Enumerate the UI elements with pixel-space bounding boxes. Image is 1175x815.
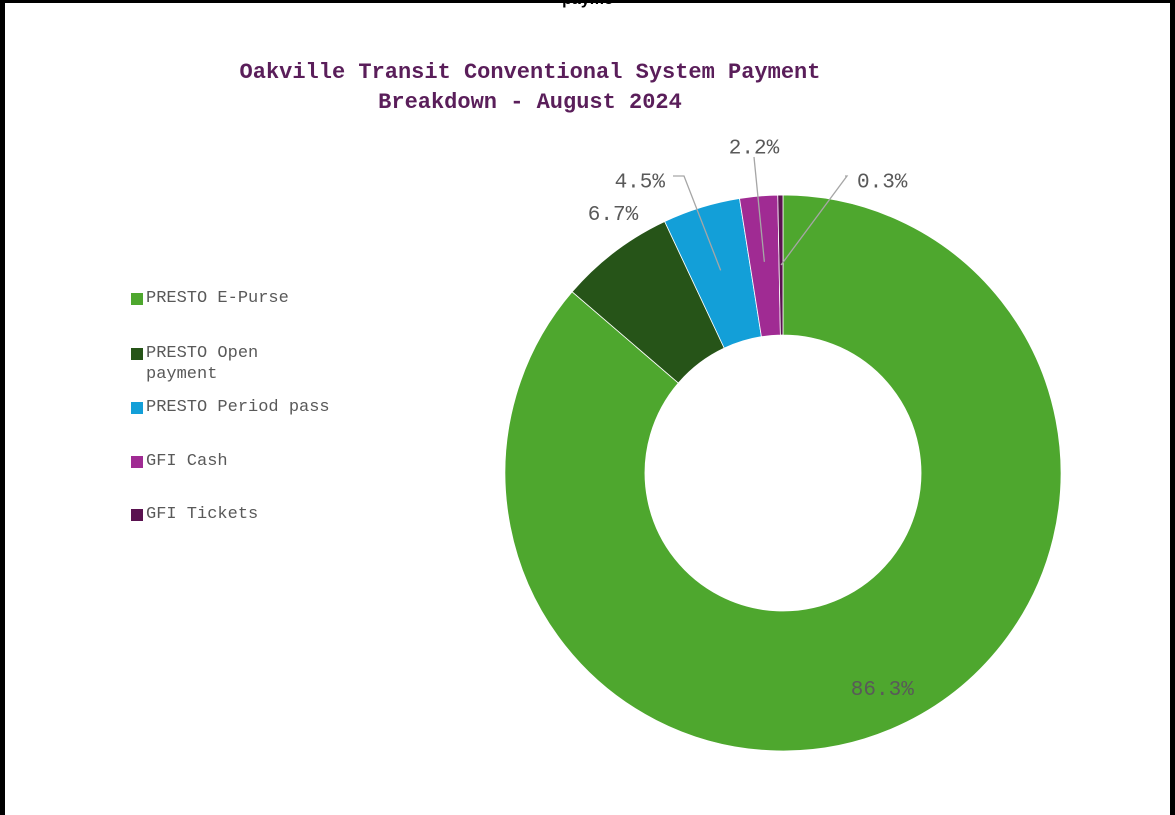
data-label-gfi-cash: 2.2% [729, 138, 780, 161]
chart-title: Oakville Transit Conventional System Pay… [130, 58, 930, 118]
legend-swatch-presto-e-purse [131, 293, 143, 305]
chart-title-line-1: Oakville Transit Conventional System Pay… [239, 60, 821, 85]
legend-swatch-presto-open-payment [131, 348, 143, 360]
legend-label-gfi-tickets: GFI Tickets [146, 505, 259, 524]
chart-title-line-2: Breakdown - August 2024 [378, 90, 682, 115]
leader-line-gfi-tickets [780, 175, 849, 266]
leader-line-gfi-cash [753, 156, 766, 262]
data-label-presto-period-pass: 4.5% [615, 172, 666, 195]
legend-item-gfi-tickets: GFI Tickets [131, 504, 356, 525]
data-label-presto-e-purse: 86.3% [851, 679, 914, 702]
legend-label-presto-period-pass: PRESTO Period pass [146, 398, 330, 417]
data-label-presto-open-payment: 6.7% [588, 204, 639, 227]
legend-swatch-presto-period-pass [131, 402, 143, 414]
legend-item-presto-e-purse: PRESTO E-Purse [131, 288, 356, 309]
legend-label-presto-e-purse: PRESTO E-Purse [146, 289, 289, 308]
legend-swatch-gfi-cash [131, 456, 143, 468]
legend-item-presto-period-pass: PRESTO Period pass [131, 397, 371, 418]
legend-item-gfi-cash: GFI Cash [131, 451, 356, 472]
data-label-gfi-tickets: 0.3% [857, 172, 908, 195]
legend-item-presto-open-payment: PRESTO Open payment [131, 343, 336, 385]
slice-presto-e-purse [504, 194, 1062, 752]
legend-swatch-gfi-tickets [131, 509, 143, 521]
clipped-heading-fragment: payme [0, 0, 1175, 10]
legend-label-presto-open-payment: PRESTO Open payment [146, 344, 259, 384]
leader-line-presto-period-pass [673, 175, 722, 271]
slice-gfi-tickets [777, 194, 784, 336]
legend-label-gfi-cash: GFI Cash [146, 452, 228, 471]
